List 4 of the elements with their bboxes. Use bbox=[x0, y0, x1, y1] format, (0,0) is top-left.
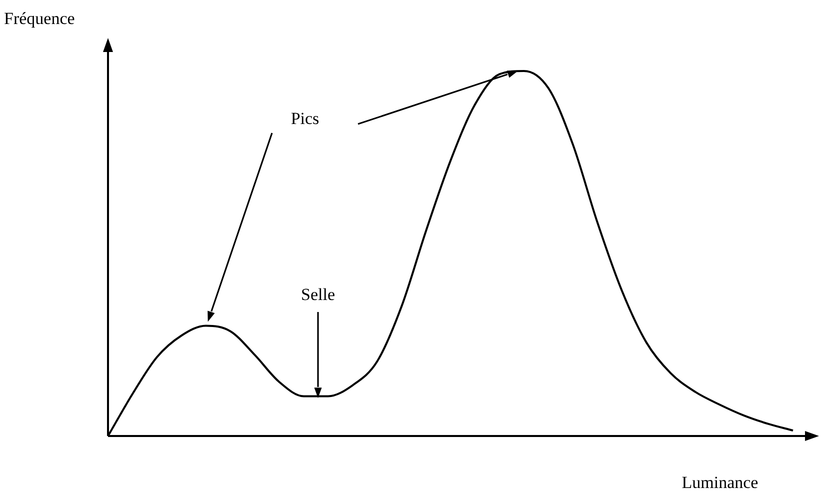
annotation: Selle bbox=[301, 285, 335, 304]
x-axis-title: Luminance bbox=[682, 473, 758, 492]
y-axis-title: Fréquence bbox=[4, 9, 75, 28]
annotation: Pics bbox=[290, 109, 320, 128]
